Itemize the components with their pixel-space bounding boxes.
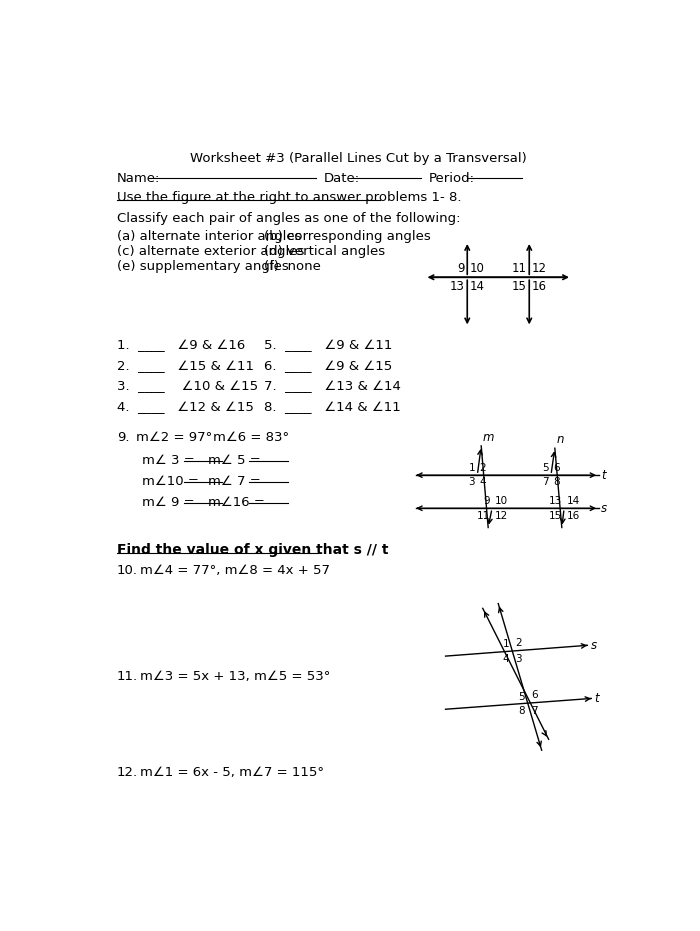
Text: n: n bbox=[556, 433, 564, 446]
Text: Use the figure at the right to answer problems 1- 8.: Use the figure at the right to answer pr… bbox=[117, 191, 461, 204]
Text: 5.  ____   ∠9 & ∠11: 5. ____ ∠9 & ∠11 bbox=[264, 339, 393, 352]
Text: 5: 5 bbox=[518, 692, 524, 702]
Text: (f)  none: (f) none bbox=[264, 261, 321, 274]
Text: 10: 10 bbox=[494, 496, 508, 506]
Text: 2.  ____   ∠15 & ∠11: 2. ____ ∠15 & ∠11 bbox=[117, 359, 254, 372]
Text: (a) alternate interior angles: (a) alternate interior angles bbox=[117, 230, 302, 243]
Text: m∠6 = 83°: m∠6 = 83° bbox=[213, 431, 289, 444]
Text: 9.: 9. bbox=[117, 431, 130, 444]
Text: m: m bbox=[483, 431, 494, 443]
Text: 6.  ____   ∠9 & ∠15: 6. ____ ∠9 & ∠15 bbox=[264, 359, 393, 372]
Text: Date:: Date: bbox=[324, 172, 360, 184]
Text: 7.  ____   ∠13 & ∠14: 7. ____ ∠13 & ∠14 bbox=[264, 381, 401, 394]
Text: m∠ 7 =: m∠ 7 = bbox=[208, 475, 265, 488]
Text: 9: 9 bbox=[457, 262, 465, 275]
Text: 4.  ____   ∠12 & ∠15: 4. ____ ∠12 & ∠15 bbox=[117, 401, 254, 414]
Text: 14: 14 bbox=[566, 496, 580, 506]
Text: 16: 16 bbox=[531, 279, 547, 292]
Text: 4: 4 bbox=[480, 478, 486, 488]
Text: 9: 9 bbox=[483, 496, 490, 506]
Text: 1: 1 bbox=[468, 463, 475, 473]
Text: 12: 12 bbox=[531, 262, 547, 275]
Text: (b) corresponding angles: (b) corresponding angles bbox=[264, 230, 431, 243]
Text: Find the value of x given that s // t: Find the value of x given that s // t bbox=[117, 543, 388, 557]
Text: 2: 2 bbox=[480, 463, 486, 473]
Text: m∠10 =: m∠10 = bbox=[141, 475, 203, 488]
Text: 1.  ____   ∠9 & ∠16: 1. ____ ∠9 & ∠16 bbox=[117, 339, 245, 352]
Text: m∠1 = 6x - 5, m∠7 = 115°: m∠1 = 6x - 5, m∠7 = 115° bbox=[140, 766, 324, 779]
Text: 15: 15 bbox=[512, 279, 527, 292]
Text: Period:: Period: bbox=[428, 172, 475, 184]
Text: m∠ 9 =: m∠ 9 = bbox=[141, 496, 199, 509]
Text: 3.  ____    ∠10 & ∠15: 3. ____ ∠10 & ∠15 bbox=[117, 381, 258, 394]
Text: (d) vertical angles: (d) vertical angles bbox=[264, 245, 385, 258]
Text: 11: 11 bbox=[477, 510, 490, 520]
Text: Classify each pair of angles as one of the following:: Classify each pair of angles as one of t… bbox=[117, 212, 461, 224]
Text: m∠ 3 =: m∠ 3 = bbox=[141, 454, 199, 467]
Text: Worksheet #3 (Parallel Lines Cut by a Transversal): Worksheet #3 (Parallel Lines Cut by a Tr… bbox=[190, 152, 527, 165]
Text: 8: 8 bbox=[518, 706, 524, 716]
Text: 3: 3 bbox=[468, 478, 475, 488]
Text: Name:: Name: bbox=[117, 172, 160, 184]
Text: 6: 6 bbox=[531, 690, 538, 700]
Text: 11: 11 bbox=[512, 262, 527, 275]
Text: 8.  ____   ∠14 & ∠11: 8. ____ ∠14 & ∠11 bbox=[264, 401, 401, 414]
Text: m∠3 = 5x + 13, m∠5 = 53°: m∠3 = 5x + 13, m∠5 = 53° bbox=[140, 670, 330, 683]
Text: 10: 10 bbox=[470, 262, 484, 275]
Text: 15: 15 bbox=[549, 510, 562, 520]
Text: m∠2 = 97°: m∠2 = 97° bbox=[136, 431, 212, 444]
Text: 16: 16 bbox=[566, 510, 580, 520]
Text: m∠ 5 =: m∠ 5 = bbox=[208, 454, 265, 467]
Text: 1: 1 bbox=[503, 640, 509, 649]
Text: (c) alternate exterior angles: (c) alternate exterior angles bbox=[117, 245, 304, 258]
Text: m∠4 = 77°, m∠8 = 4x + 57: m∠4 = 77°, m∠8 = 4x + 57 bbox=[140, 564, 330, 577]
Text: 8: 8 bbox=[553, 478, 560, 488]
Text: 7: 7 bbox=[531, 706, 538, 716]
Text: 12.: 12. bbox=[117, 766, 138, 779]
Text: 13: 13 bbox=[450, 279, 465, 292]
Text: t: t bbox=[594, 692, 599, 705]
Text: 10.: 10. bbox=[117, 564, 138, 577]
Text: 14: 14 bbox=[470, 279, 484, 292]
Text: 13: 13 bbox=[549, 496, 562, 506]
Text: 6: 6 bbox=[553, 463, 560, 473]
Text: s: s bbox=[591, 639, 596, 652]
Text: 11.: 11. bbox=[117, 670, 138, 683]
Text: 7: 7 bbox=[542, 478, 549, 488]
Text: (e) supplementary angles: (e) supplementary angles bbox=[117, 261, 288, 274]
Text: 4: 4 bbox=[503, 654, 509, 664]
Text: 12: 12 bbox=[494, 510, 508, 520]
Text: 3: 3 bbox=[515, 654, 522, 664]
Text: t: t bbox=[601, 468, 606, 481]
Text: s: s bbox=[601, 502, 608, 515]
Text: 5: 5 bbox=[542, 463, 549, 473]
Text: m∠16 =: m∠16 = bbox=[208, 496, 269, 509]
Text: 2: 2 bbox=[515, 638, 522, 648]
